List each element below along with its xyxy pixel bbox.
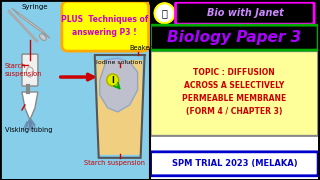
Circle shape (107, 74, 119, 86)
Text: TOPIC : DIFFUSION
ACROSS A SELECTIVELY
PERMEABLE MEMBRANE
(FORM 4 / CHAPTER 3): TOPIC : DIFFUSION ACROSS A SELECTIVELY P… (182, 68, 286, 116)
Text: Starch
suspension: Starch suspension (5, 63, 43, 77)
Text: I: I (111, 76, 114, 85)
Text: Biology Paper 3: Biology Paper 3 (167, 30, 301, 45)
Circle shape (155, 3, 174, 23)
FancyBboxPatch shape (149, 0, 319, 25)
FancyBboxPatch shape (62, 1, 148, 51)
Ellipse shape (40, 34, 46, 41)
FancyBboxPatch shape (149, 1, 318, 179)
Text: PLUS  Techniques of
answering P3 !: PLUS Techniques of answering P3 ! (61, 15, 148, 37)
FancyBboxPatch shape (151, 152, 318, 176)
Polygon shape (22, 92, 38, 120)
FancyBboxPatch shape (149, 25, 319, 50)
Text: Beaker: Beaker (130, 45, 153, 51)
FancyBboxPatch shape (151, 51, 318, 136)
Polygon shape (12, 8, 50, 38)
Text: Visking tubing: Visking tubing (5, 127, 52, 133)
Text: Syringe: Syringe (22, 4, 48, 10)
FancyBboxPatch shape (151, 25, 318, 50)
Polygon shape (100, 58, 138, 112)
Text: Iodine solution: Iodine solution (97, 60, 143, 65)
FancyBboxPatch shape (1, 1, 148, 179)
Polygon shape (97, 60, 143, 155)
Text: 💡: 💡 (162, 8, 167, 18)
FancyBboxPatch shape (22, 54, 38, 86)
FancyBboxPatch shape (175, 2, 314, 24)
Text: SPM TRIAL 2023 (MELAKA): SPM TRIAL 2023 (MELAKA) (172, 159, 297, 168)
Text: Starch suspension: Starch suspension (84, 160, 145, 166)
Text: Bio with Janet: Bio with Janet (207, 8, 284, 18)
